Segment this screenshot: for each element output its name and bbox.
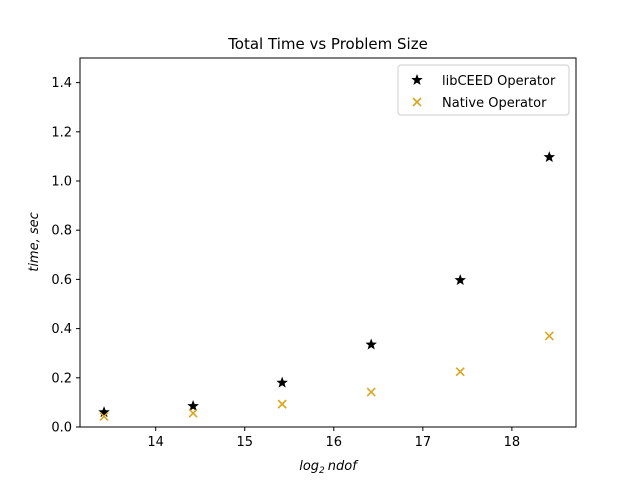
y-tick-label-6: 1.2 bbox=[51, 125, 72, 140]
native-point-1 bbox=[99, 411, 109, 421]
y-axis-label: time, sec bbox=[27, 212, 42, 272]
y-tick-label-4: 0.8 bbox=[51, 224, 72, 239]
x-axis-label-base: log bbox=[299, 459, 319, 474]
x-tick-label-14: 14 bbox=[147, 435, 164, 450]
x-tick-label-15: 15 bbox=[236, 435, 253, 450]
x-tick-label-18: 18 bbox=[504, 435, 521, 450]
native-point-6 bbox=[544, 331, 554, 341]
axes-frame bbox=[79, 57, 577, 428]
data-marks bbox=[98, 151, 556, 421]
axes: 14 15 16 17 18 0.0 0.2 0.4 0.6 0.8 1.0 1.2 1.4 bbox=[51, 57, 577, 450]
y-tick-label-2: 0.4 bbox=[51, 322, 72, 337]
y-tick-label-7: 1.4 bbox=[51, 76, 72, 91]
plot-area bbox=[80, 58, 576, 427]
plot-background bbox=[80, 58, 576, 427]
legend: libCEED Operator Native Operator bbox=[397, 64, 570, 116]
y-tick-label-3: 0.6 bbox=[51, 273, 72, 288]
native-point-4-stroke-b bbox=[366, 387, 376, 397]
x-axis-label-rest: ndof bbox=[328, 459, 359, 474]
x-axis-label-subscript: 2 bbox=[319, 466, 325, 476]
native-point-3 bbox=[277, 399, 287, 409]
libceed-point-5 bbox=[454, 274, 466, 286]
legend-marker-native bbox=[412, 97, 422, 107]
legend-label-native: Native Operator bbox=[442, 96, 547, 111]
libceed-point-6 bbox=[543, 151, 556, 163]
native-point-5-stroke-b bbox=[455, 367, 465, 377]
y-tick-label-5: 1.0 bbox=[51, 175, 72, 190]
libceed-point-1 bbox=[98, 406, 110, 418]
libceed-point-4 bbox=[365, 338, 377, 350]
native-point-6-stroke-b bbox=[544, 331, 554, 341]
y-tick-label-1: 0.2 bbox=[51, 371, 72, 386]
legend-marker-libceed bbox=[411, 73, 423, 85]
native-point-1-stroke-b bbox=[99, 411, 109, 421]
legend-box bbox=[397, 64, 570, 116]
x-axis-label: log2 ndof bbox=[299, 459, 359, 476]
native-point-2-stroke-b bbox=[188, 408, 198, 418]
legend-marker-native-stroke-b bbox=[412, 97, 422, 107]
x-tick-label-17: 17 bbox=[415, 435, 432, 450]
y-tick-label-0: 0.0 bbox=[51, 421, 72, 436]
native-point-5 bbox=[455, 367, 465, 377]
libceed-point-3 bbox=[276, 376, 288, 388]
x-tick-label-16: 16 bbox=[326, 435, 343, 450]
native-point-4 bbox=[366, 387, 376, 397]
native-point-2 bbox=[188, 408, 198, 418]
chart-title: Total Time vs Problem Size bbox=[227, 35, 428, 53]
libceed-point-2 bbox=[187, 400, 199, 411]
legend-label-libceed: libCEED Operator bbox=[442, 74, 556, 89]
native-point-3-stroke-b bbox=[277, 399, 287, 409]
